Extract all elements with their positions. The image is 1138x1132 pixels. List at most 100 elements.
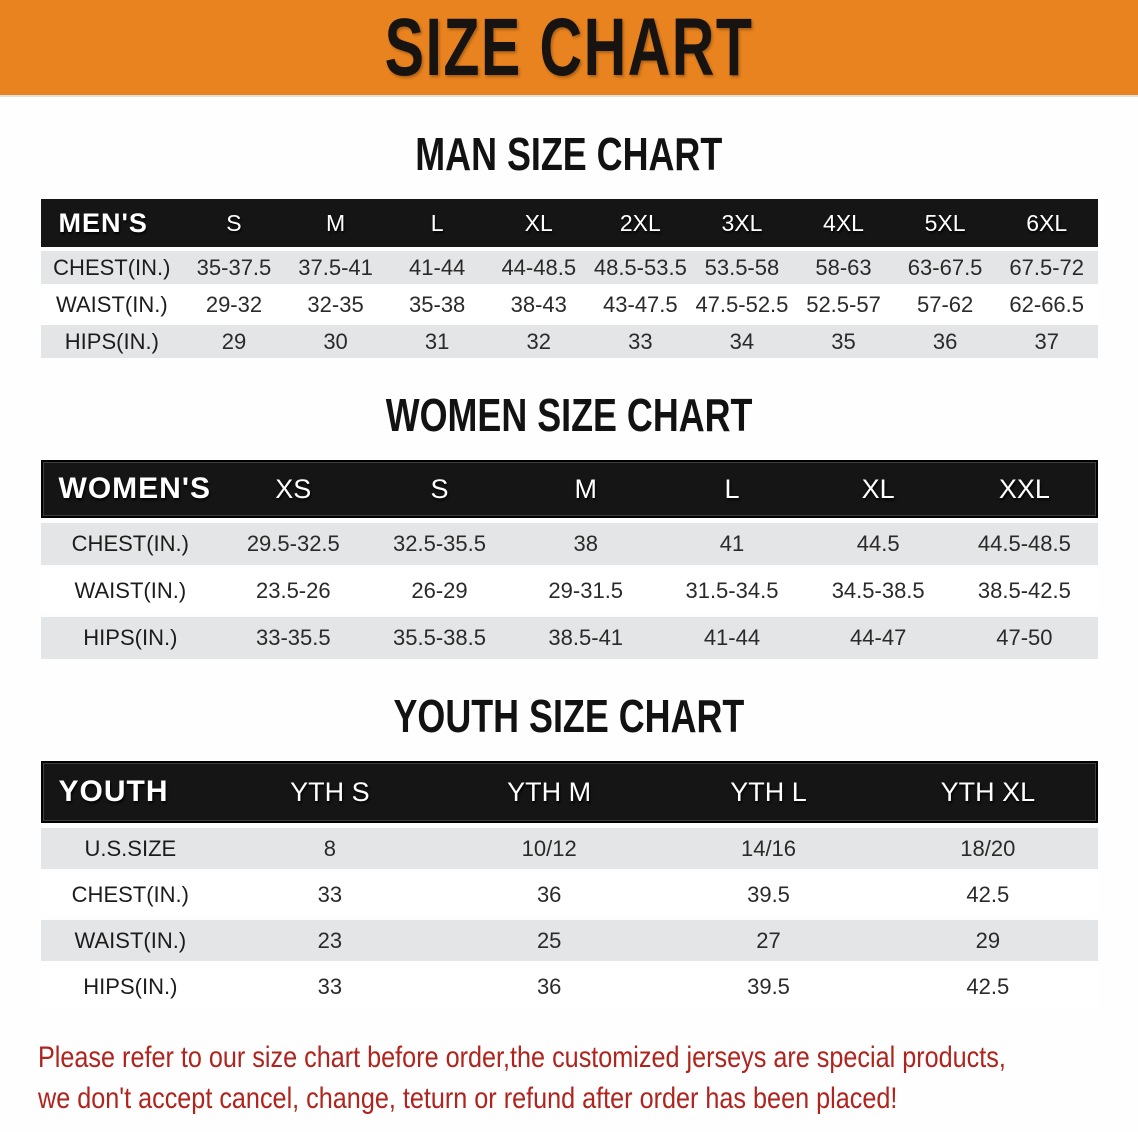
section-title: MAN SIZE CHART (415, 128, 723, 180)
size-value-cell: 67.5-72 (1009, 254, 1085, 280)
size-value-cell: 47.5-52.5 (695, 291, 789, 317)
size-value-cell: 30 (323, 328, 348, 354)
size-value-cell: 34 (729, 328, 755, 354)
youth-size-section: YOUTH SIZE CHART YOUTH YTH S YTH M YTH L YTH… (0, 689, 1138, 1007)
size-column-header: XL (524, 209, 553, 236)
row-label: CHEST(IN.) (71, 531, 189, 556)
banner: SIZE CHART (0, 0, 1138, 97)
size-value-cell: 33 (317, 881, 343, 907)
table-row: U.S.SIZE 8 10/12 14/16 18/20 (40, 828, 1098, 869)
size-value-cell: 38-43 (510, 291, 567, 317)
size-value-cell: 32-35 (307, 291, 364, 317)
size-value-cell: 47-50 (996, 625, 1053, 650)
table-header-label: WOMEN'S (58, 472, 211, 505)
size-value-cell: 29.5-32.5 (246, 531, 340, 556)
disclaimer-line-2: we don't accept cancel, change, teturn o… (38, 1082, 898, 1115)
row-label: U.S.SIZE (84, 835, 177, 861)
row-label: WAIST(IN.) (74, 578, 187, 603)
size-value-cell: 44-48.5 (501, 254, 577, 280)
size-column-header: 5XL (924, 209, 966, 236)
size-value-cell: 58-63 (815, 254, 872, 280)
size-value-cell: 48.5-53.5 (593, 254, 687, 280)
size-value-cell: 36 (932, 328, 958, 354)
size-column-header: S (226, 209, 242, 236)
size-column-header: XS (275, 473, 312, 504)
size-value-cell: 62-66.5 (1009, 291, 1085, 317)
size-value-cell: 35-37.5 (196, 254, 272, 280)
size-column-header: XL (861, 473, 895, 504)
size-value-cell: 23 (317, 927, 343, 953)
size-value-cell: 29 (221, 328, 247, 354)
size-value-cell: 42.5 (966, 881, 1010, 907)
table-header-label: MEN'S (58, 207, 148, 238)
size-value-cell: 63-67.5 (907, 254, 983, 280)
size-value-cell: 25 (536, 927, 562, 953)
size-value-cell: 37.5-41 (298, 254, 373, 280)
table-row: HIPS(IN.) 33 36 39.5 42.5 (40, 966, 1098, 1007)
size-value-cell: 31 (424, 328, 450, 354)
section-title: YOUTH SIZE CHART (393, 690, 745, 742)
size-value-cell: 57-62 (916, 291, 974, 317)
table-header-label: YOUTH (58, 775, 169, 808)
size-value-cell: 38.5-41 (548, 625, 624, 650)
size-value-cell: 34.5-38.5 (831, 578, 925, 603)
size-value-cell: 35-38 (409, 291, 466, 317)
size-table: MEN'S S M L XL 2XL 3XL 4XL 5XL 6XL CHEST(IN.) 35-37… (40, 199, 1098, 358)
size-value-cell: 32 (526, 328, 551, 354)
table-row: WAIST(IN.) 29-32 32-35 35-38 38-43 43-47.5 47.… (40, 288, 1098, 321)
size-value-cell: 42.5 (966, 973, 1010, 999)
size-value-cell: 29 (975, 927, 1001, 953)
row-label: HIPS(IN.) (83, 973, 178, 999)
size-column-header: YTH XL (940, 776, 1036, 807)
size-column-header: XXL (998, 473, 1050, 504)
size-value-cell: 18/20 (960, 835, 1016, 861)
men-size-section: MAN SIZE CHART MEN'S S M L XL 2XL 3XL 4XL 5XL 6XL… (0, 127, 1138, 358)
size-value-cell: 38 (573, 531, 598, 556)
size-column-header: 4XL (823, 209, 864, 236)
size-value-cell: 41 (719, 531, 745, 556)
size-column-header: M (325, 209, 346, 236)
size-column-header: L (724, 473, 740, 504)
size-column-header: L (430, 209, 444, 236)
size-value-cell: 44.5-48.5 (977, 531, 1071, 556)
table-header-row: YOUTH YTH S YTH M YTH L YTH XL (40, 761, 1098, 823)
size-value-cell: 33 (628, 328, 653, 354)
banner-title: SIZE CHART (384, 1, 754, 93)
row-label: CHEST(IN.) (71, 881, 189, 907)
size-column-header: S (430, 473, 449, 504)
size-value-cell: 29-32 (205, 291, 263, 317)
size-value-cell: 36 (536, 881, 562, 907)
size-value-cell: 38.5-42.5 (977, 578, 1071, 603)
size-column-header: 2XL (619, 209, 661, 236)
row-label: WAIST(IN.) (56, 291, 168, 317)
size-value-cell: 32.5-35.5 (393, 531, 486, 556)
table-row: HIPS(IN.) 33-35.5 35.5-38.5 38.5-41 41-44 44-… (40, 617, 1098, 659)
size-value-cell: 41-44 (703, 625, 761, 650)
size-column-header: 3XL (721, 209, 763, 236)
size-value-cell: 29-31.5 (548, 578, 624, 603)
size-value-cell: 41-44 (409, 254, 466, 280)
size-value-cell: 26-29 (411, 578, 468, 603)
size-column-header: YTH L (730, 776, 807, 807)
size-value-cell: 39.5 (747, 973, 790, 999)
size-column-header: M (574, 473, 597, 504)
women-size-section: WOMEN SIZE CHART WOMEN'S XS S M L XL XXL CHEST(… (0, 388, 1138, 659)
table-row: HIPS(IN.) 29 30 31 32 33 34 35 36 37 (40, 325, 1098, 358)
table-row: CHEST(IN.) 35-37.5 37.5-41 41-44 44-48.5 48.5… (40, 251, 1098, 284)
table-header-row: MEN'S S M L XL 2XL 3XL 4XL 5XL 6XL (40, 199, 1098, 247)
size-column-header: YTH M (507, 776, 592, 807)
row-label: WAIST(IN.) (74, 927, 187, 953)
size-value-cell: 27 (756, 927, 781, 953)
row-label: CHEST(IN.) (53, 254, 171, 280)
size-value-cell: 44-47 (850, 625, 907, 650)
size-column-header: 6XL (1026, 209, 1068, 236)
row-label: HIPS(IN.) (64, 328, 159, 354)
size-value-cell: 36 (536, 973, 562, 999)
size-value-cell: 39.5 (747, 881, 790, 907)
size-value-cell: 14/16 (740, 835, 797, 861)
table-row: CHEST(IN.) 29.5-32.5 32.5-35.5 38 41 44.5 44.5… (40, 523, 1098, 565)
size-value-cell: 53.5-58 (704, 254, 780, 280)
size-value-cell: 43-47.5 (603, 291, 678, 317)
table-row: WAIST(IN.) 23.5-26 26-29 29-31.5 31.5-34.5 34… (40, 570, 1098, 612)
row-label: HIPS(IN.) (83, 625, 178, 650)
